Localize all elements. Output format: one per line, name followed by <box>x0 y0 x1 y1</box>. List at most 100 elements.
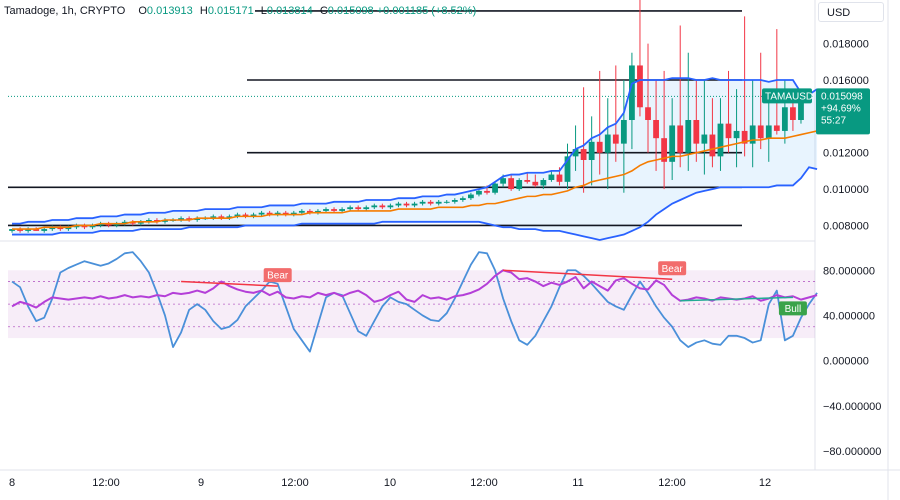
candle-body <box>419 201 426 204</box>
candle-body <box>629 65 635 120</box>
candle-body <box>41 229 48 231</box>
price-tag-symbol-box <box>762 88 812 104</box>
candle-body <box>620 120 627 144</box>
candle-body <box>685 120 692 153</box>
candle-body <box>757 125 764 139</box>
candle-body <box>105 223 112 226</box>
time-axis-label: 11 <box>572 477 583 489</box>
indicator-axis-label: 80.000000 <box>823 265 875 277</box>
candle-body <box>250 214 257 217</box>
divergence-label-text: Bull <box>785 304 802 315</box>
divergence-label-text: Bear <box>662 264 684 275</box>
candle-body <box>733 130 740 139</box>
low-value: 0.013814 <box>266 5 313 17</box>
candle-body <box>210 216 217 219</box>
candle-body <box>258 212 265 215</box>
candle-body <box>371 205 378 208</box>
indicator-axis-label: −80.000000 <box>823 446 881 458</box>
candle-body <box>194 218 201 220</box>
price-tag: TAMAUSD 0.015098+94.69%55:27 <box>762 88 870 135</box>
close-label: C <box>319 5 328 17</box>
candle-body <box>65 227 72 230</box>
candle-body <box>773 125 780 131</box>
candle-body <box>476 190 482 195</box>
candle-body <box>717 123 724 157</box>
candle-body <box>435 201 442 204</box>
candle-body <box>73 225 80 228</box>
candle-body <box>532 181 539 186</box>
open-value: 0.013913 <box>146 5 193 17</box>
candle-body <box>315 210 321 213</box>
high-value: 0.015171 <box>207 5 254 17</box>
candle-body <box>57 227 64 230</box>
candle-body <box>693 120 700 144</box>
bollinger-upper <box>12 77 818 225</box>
divergence-line <box>181 280 278 287</box>
candle-body <box>282 212 289 215</box>
rsi-band-fill <box>8 270 815 339</box>
time-axis-label: 8 <box>9 477 15 489</box>
candle-body <box>306 210 313 213</box>
candle-body <box>49 227 56 230</box>
divergence-label-text: Bear <box>267 271 289 282</box>
candle-body <box>709 134 716 157</box>
candle-body <box>9 229 15 231</box>
price-tag-price: 0.015098 <box>821 91 863 102</box>
candle-body <box>218 216 225 219</box>
indicator-axis-label: 0.000000 <box>823 356 869 368</box>
candle-body <box>339 209 345 211</box>
candle-body <box>331 209 337 211</box>
candle-body <box>443 201 450 203</box>
indicator-axis-label: 40.000000 <box>823 310 875 322</box>
indicator-axis-label: −40.000000 <box>823 401 881 413</box>
candle-body <box>701 134 708 144</box>
candle-body <box>129 221 136 224</box>
candle-body <box>669 125 676 162</box>
price-axis-label: 0.018000 <box>823 39 869 51</box>
price-tag-symbol: TAMAUSD <box>765 91 813 102</box>
candle-body <box>790 107 796 120</box>
candle-body <box>451 200 458 202</box>
currency-button[interactable]: USD <box>818 2 884 22</box>
candle-body <box>298 210 305 213</box>
candle-body <box>154 220 160 222</box>
candle-body <box>564 156 571 182</box>
open-label: O <box>138 5 147 17</box>
price-axis-label: 0.012000 <box>823 148 869 160</box>
candle-body <box>379 205 386 208</box>
candle-body <box>427 201 434 204</box>
candle-body <box>661 138 668 162</box>
time-axis-label: 12:00 <box>92 477 120 489</box>
change-value: +0.001185 (+8.52%) <box>376 5 477 17</box>
candle-body <box>540 180 547 186</box>
price-tag-countdown: 55:27 <box>821 115 846 126</box>
candle-body <box>572 149 579 157</box>
candle-body <box>725 123 732 139</box>
candle-body <box>798 96 804 120</box>
candle-body <box>97 223 104 226</box>
candle-body <box>355 207 362 210</box>
candle-body <box>266 212 273 215</box>
high-label: H <box>199 5 208 17</box>
divergence-label-box <box>263 268 292 283</box>
candle-body <box>178 218 184 220</box>
low-label: L <box>260 5 267 17</box>
candle-body <box>459 198 466 200</box>
candle-body <box>162 220 168 222</box>
divergence-label-box <box>658 261 687 276</box>
time-axis-label: 12:00 <box>281 477 309 489</box>
candle-body <box>612 134 619 144</box>
candle-body <box>781 107 788 131</box>
bollinger-basis <box>12 130 818 230</box>
candle-body <box>492 183 498 193</box>
candle-body <box>604 134 611 153</box>
divergence-label: Bear <box>263 268 292 283</box>
divergence-label: Bear <box>658 261 687 276</box>
price-tag-box <box>816 88 870 135</box>
candle-body <box>137 221 144 224</box>
candle-body <box>347 207 354 210</box>
time-axis-label: 9 <box>198 477 204 489</box>
candle-body <box>186 218 193 220</box>
candle-body <box>33 229 40 231</box>
